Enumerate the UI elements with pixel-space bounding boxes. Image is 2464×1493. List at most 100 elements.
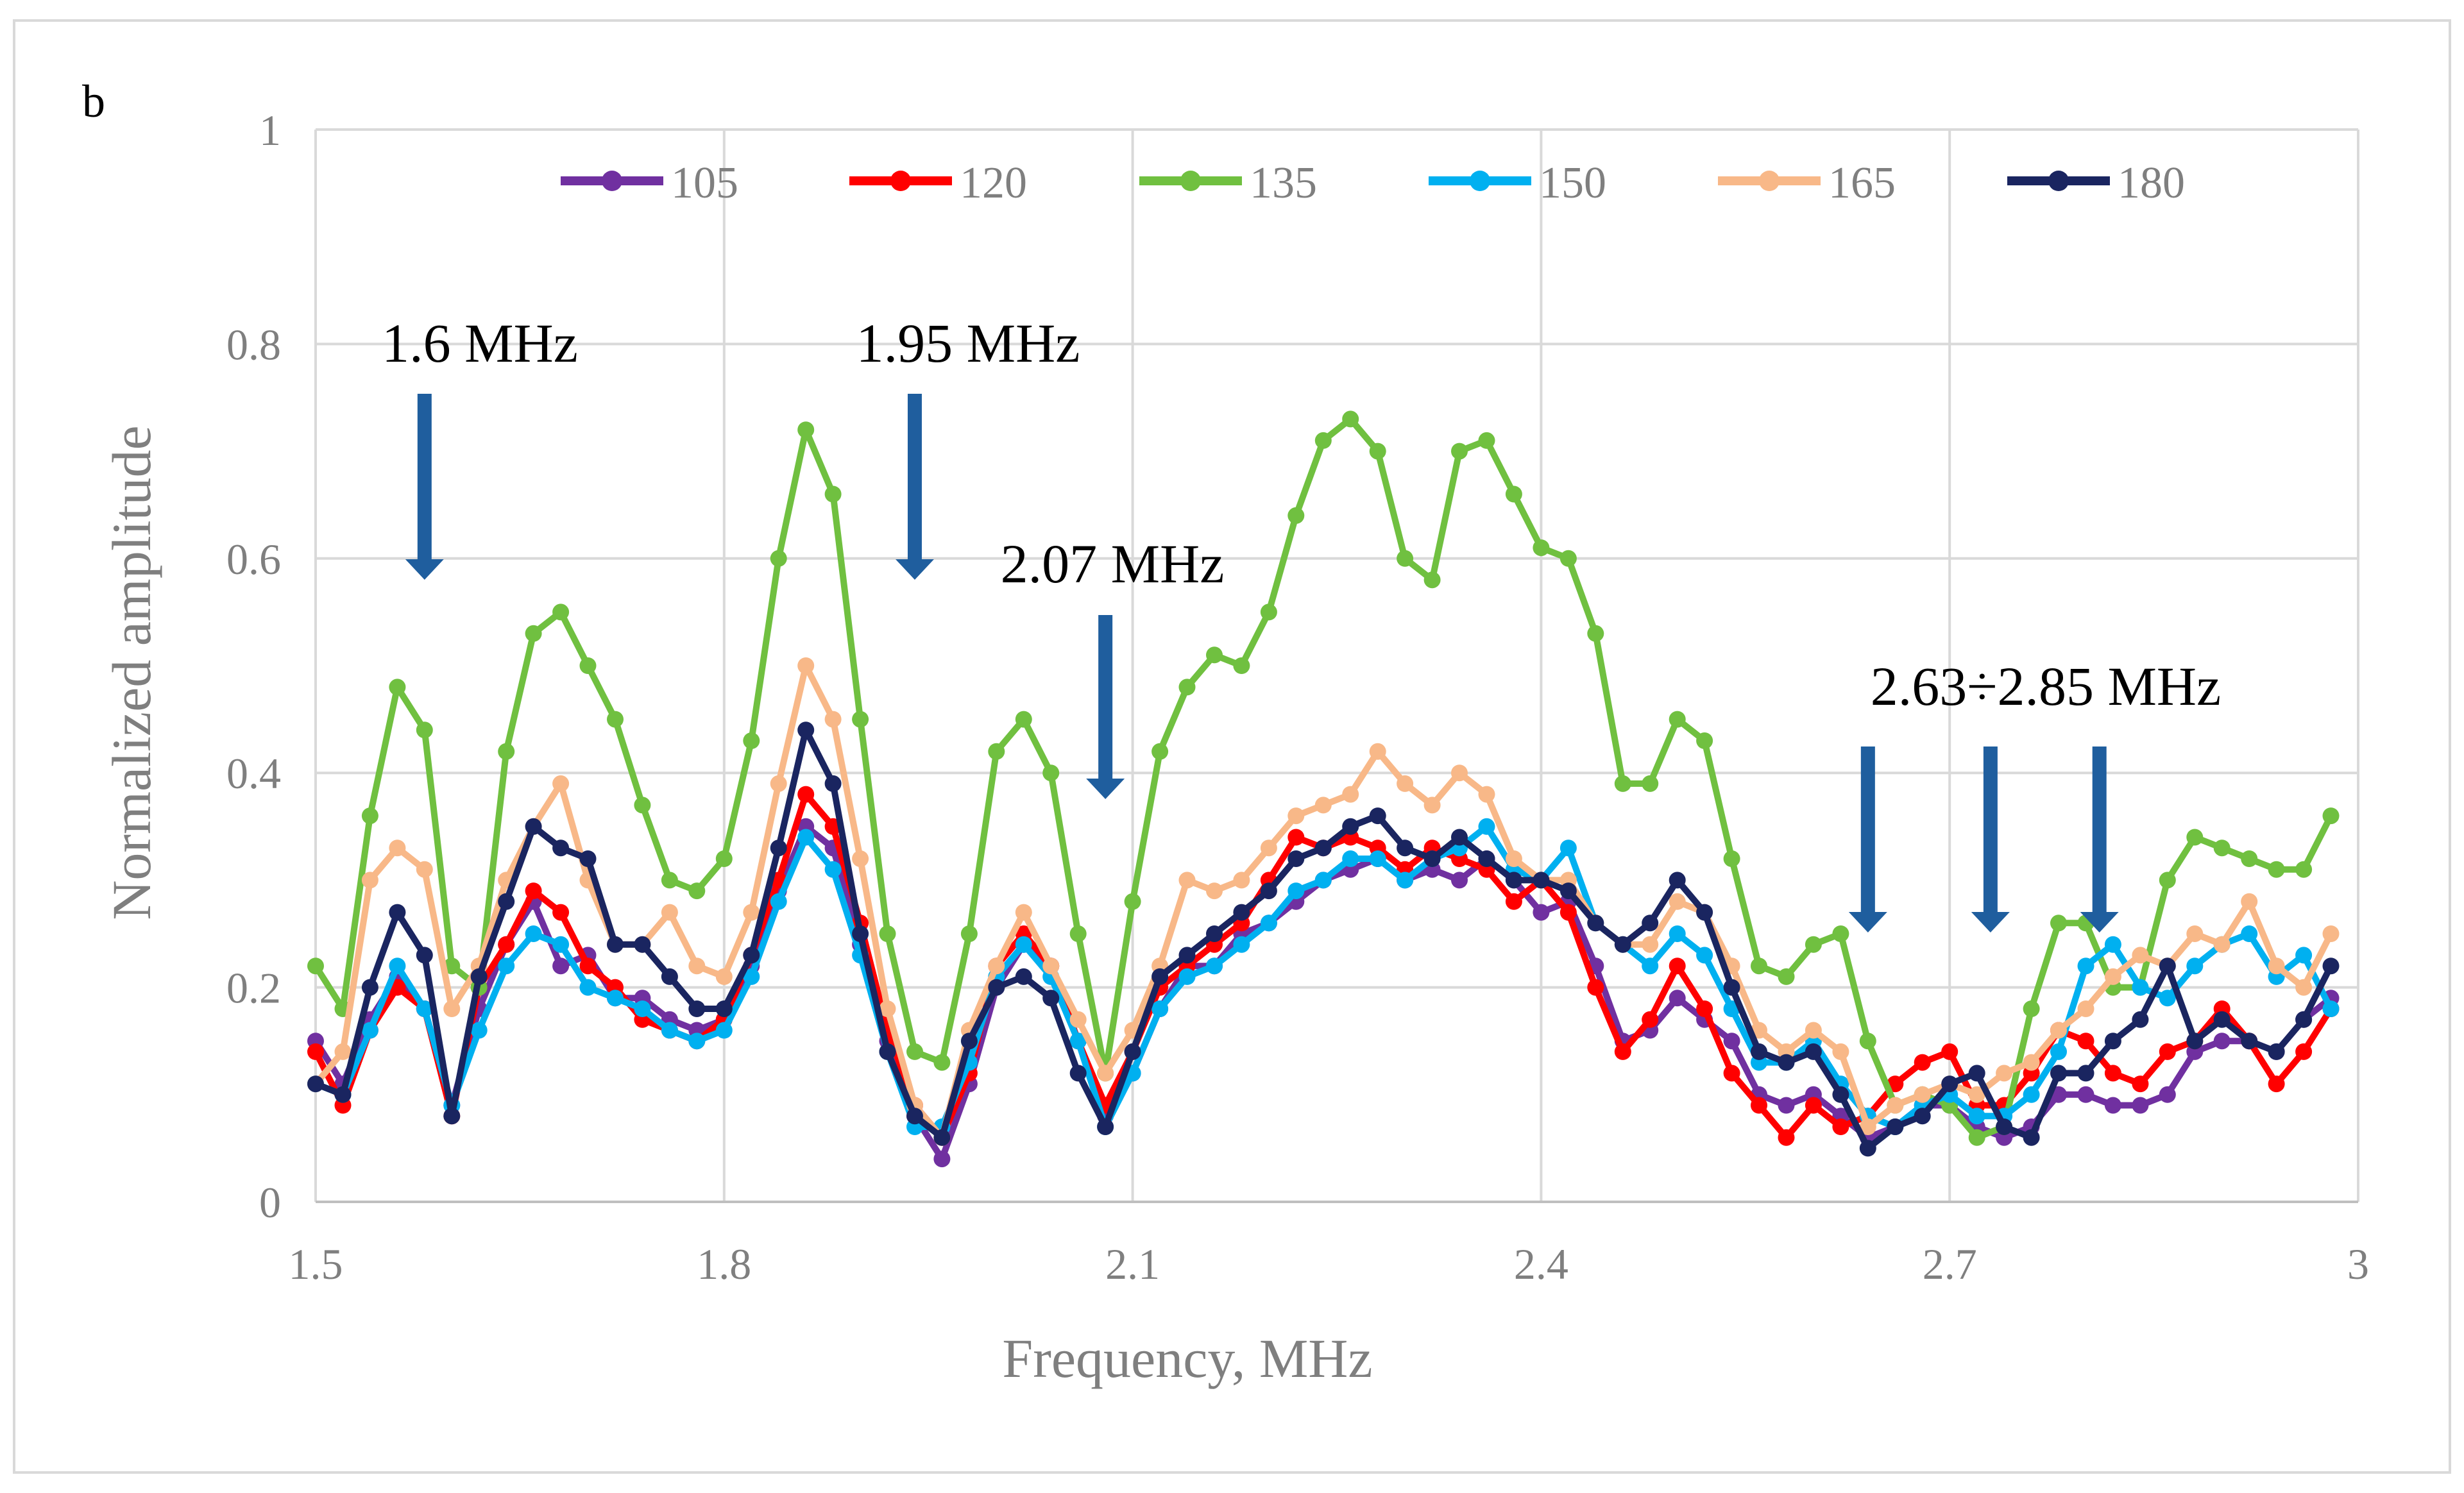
data-point — [1505, 485, 1522, 503]
data-point — [1669, 925, 1686, 942]
down-arrow-shaft — [1983, 747, 1998, 913]
legend-item-150: 150 — [1429, 158, 1606, 208]
data-point — [2213, 936, 2230, 953]
data-point — [1805, 1043, 1822, 1060]
data-point — [1397, 872, 1414, 889]
data-point — [2295, 861, 2313, 878]
data-point — [1342, 850, 1359, 867]
data-point — [1696, 732, 1713, 749]
data-point — [797, 786, 815, 803]
data-point — [2104, 1097, 2121, 1114]
legend-label: 105 — [671, 158, 738, 208]
data-point — [2322, 1000, 2340, 1017]
data-point — [1832, 925, 1849, 942]
data-point — [1533, 904, 1550, 921]
data-point — [1968, 1108, 1985, 1125]
down-arrow-head — [405, 559, 444, 580]
y-axis-label: Normalized amplitude — [101, 425, 162, 920]
data-point — [2050, 915, 2067, 932]
data-point — [1587, 625, 1604, 642]
data-point — [1015, 936, 1032, 953]
data-point — [2322, 925, 2340, 942]
data-point — [1015, 968, 1032, 985]
series-180 — [307, 721, 2340, 1157]
data-point — [715, 968, 733, 985]
legend-swatch-marker — [1470, 171, 1490, 191]
data-point — [688, 957, 706, 975]
data-point — [2104, 1033, 2121, 1050]
data-point — [1451, 829, 1468, 846]
data-point — [2023, 1000, 2040, 1017]
data-point — [688, 1000, 706, 1017]
legend-swatch-marker — [602, 171, 622, 191]
data-point — [307, 1075, 324, 1093]
data-point — [579, 957, 597, 975]
data-point — [634, 936, 651, 953]
data-point — [1260, 882, 1277, 900]
data-point — [2132, 1075, 2149, 1093]
data-point — [1015, 711, 1032, 728]
data-point — [1314, 872, 1332, 889]
data-point — [2159, 872, 2176, 889]
data-point — [607, 990, 624, 1007]
data-point — [1097, 1065, 1114, 1082]
x-tick-label: 2.1 — [1105, 1240, 1160, 1288]
data-point — [1206, 646, 1223, 664]
legend-swatch-marker — [2048, 171, 2069, 191]
data-point — [2241, 850, 2258, 867]
data-point — [1260, 603, 1277, 621]
data-point — [661, 1022, 678, 1039]
data-point — [2077, 1033, 2094, 1050]
data-point — [416, 721, 433, 739]
down-arrow-shaft — [2092, 747, 2107, 913]
data-point — [1614, 775, 1631, 792]
data-point — [770, 775, 787, 792]
data-point — [770, 839, 787, 857]
legend-label: 165 — [1828, 158, 1896, 208]
data-point — [2132, 947, 2149, 964]
data-point — [2268, 861, 2285, 878]
data-point — [579, 850, 597, 867]
data-point — [852, 850, 869, 867]
data-point — [1505, 893, 1522, 910]
data-point — [1751, 1097, 1767, 1114]
data-point — [389, 957, 406, 975]
data-point — [2322, 807, 2340, 825]
x-tick-label: 1.5 — [289, 1240, 343, 1288]
down-arrow-shaft — [1098, 615, 1113, 780]
legend-swatch-marker — [890, 171, 911, 191]
data-point — [1832, 1086, 1849, 1103]
data-point — [579, 979, 597, 996]
data-point — [715, 1000, 733, 1017]
data-point — [1042, 957, 1060, 975]
data-point — [1832, 1043, 1849, 1060]
data-point — [2322, 957, 2340, 975]
annotation-label: 1.6 MHz — [382, 312, 578, 374]
data-point — [2104, 968, 2121, 985]
data-point — [960, 925, 978, 942]
data-point — [1314, 432, 1332, 449]
data-point — [988, 979, 1005, 996]
data-point — [1832, 1118, 1849, 1135]
data-point — [634, 1000, 651, 1017]
data-point — [770, 550, 787, 567]
data-point — [1178, 968, 1196, 985]
data-point — [1559, 550, 1577, 567]
data-point — [1859, 1033, 1876, 1050]
data-point — [906, 1043, 923, 1060]
x-tick-label: 2.4 — [1514, 1240, 1568, 1288]
axes: 0 0.2 0.4 0.6 0.8 1 1.5 1.8 2.1 2.4 2.7 3 — [226, 106, 2369, 1288]
data-point — [1260, 839, 1277, 857]
data-point — [1723, 979, 1740, 996]
data-point — [1778, 1054, 1795, 1071]
data-point — [1669, 711, 1686, 728]
data-point — [852, 711, 869, 728]
data-point — [1369, 807, 1386, 825]
data-point — [1533, 539, 1550, 557]
data-point — [1642, 957, 1659, 975]
data-point — [661, 968, 678, 985]
data-point — [2213, 839, 2230, 857]
data-point — [1723, 1065, 1740, 1082]
data-point — [1097, 1118, 1114, 1135]
annotation-label: 2.07 MHz — [1001, 533, 1225, 595]
